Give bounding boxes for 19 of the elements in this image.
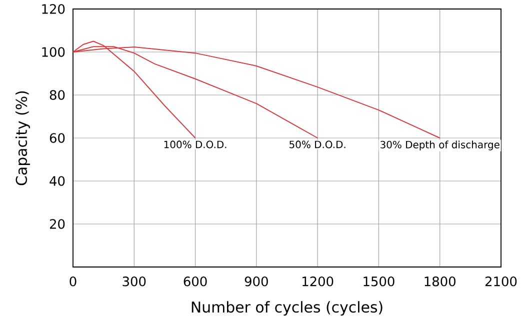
annotation: 50% D.O.D. bbox=[290, 140, 346, 148]
y-tick-label: 60 bbox=[50, 133, 65, 143]
y-tick-label: 100 bbox=[42, 47, 65, 57]
x-tick-label: 1800 bbox=[424, 276, 456, 286]
x-axis-title: Number of cycles (cycles) bbox=[192, 301, 382, 316]
x-tick-label: 600 bbox=[184, 276, 207, 286]
x-tick-label: 0 bbox=[70, 276, 76, 286]
annotation: 100% D.O.D. bbox=[164, 140, 226, 148]
x-tick-label: 900 bbox=[244, 276, 268, 286]
x-tick-label: 2100 bbox=[485, 276, 517, 286]
y-tick-label: 80 bbox=[50, 90, 65, 100]
y-tick-label: 40 bbox=[50, 176, 65, 186]
x-tick-label: 1500 bbox=[364, 276, 394, 286]
x-tick-label: 300 bbox=[122, 276, 146, 286]
x-tick-label: 1200 bbox=[302, 276, 334, 286]
y-tick-label: 20 bbox=[50, 219, 65, 229]
annotation: 30% Depth of discharge bbox=[380, 140, 500, 150]
y-axis-title: Capacity (%) bbox=[15, 91, 30, 186]
y-tick-label: 120 bbox=[42, 4, 65, 14]
